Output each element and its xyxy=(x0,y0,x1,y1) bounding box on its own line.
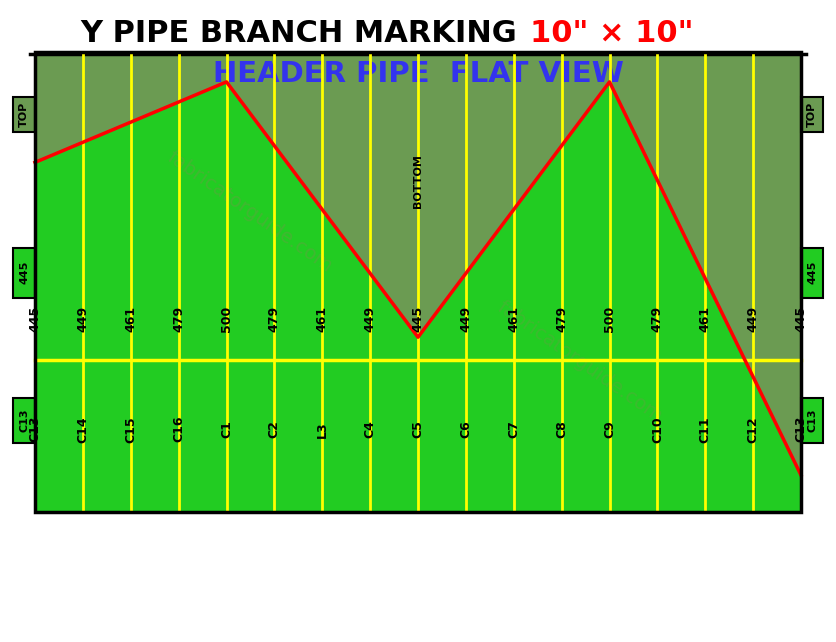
Text: 10" × 10": 10" × 10" xyxy=(530,19,694,49)
Text: C13: C13 xyxy=(807,409,817,432)
Text: 461: 461 xyxy=(507,306,520,332)
Text: 445: 445 xyxy=(807,261,817,284)
Text: 479: 479 xyxy=(651,306,664,332)
Text: TOP: TOP xyxy=(19,102,29,127)
Text: C14: C14 xyxy=(76,416,89,442)
Text: C16: C16 xyxy=(172,416,185,442)
Text: 449: 449 xyxy=(76,306,89,332)
Text: C1: C1 xyxy=(220,421,233,438)
Text: C13: C13 xyxy=(19,409,29,432)
Text: C2: C2 xyxy=(268,421,281,438)
Text: C10: C10 xyxy=(651,416,664,442)
Text: C13: C13 xyxy=(28,416,42,442)
Bar xyxy=(13,248,35,298)
Text: 500: 500 xyxy=(220,306,233,332)
Text: 449: 449 xyxy=(747,306,760,332)
Bar xyxy=(801,398,823,443)
Text: C6: C6 xyxy=(459,421,472,438)
Bar xyxy=(13,398,35,443)
Polygon shape xyxy=(35,82,801,512)
Text: TOP: TOP xyxy=(807,102,817,127)
Text: C9: C9 xyxy=(603,421,616,438)
Text: L3: L3 xyxy=(316,421,329,437)
Text: 500: 500 xyxy=(603,306,616,332)
Text: BOTTOM: BOTTOM xyxy=(413,154,423,208)
Bar xyxy=(35,52,801,512)
Text: C12: C12 xyxy=(747,416,760,442)
Text: C8: C8 xyxy=(555,421,568,438)
Text: 445: 445 xyxy=(411,306,425,332)
Text: 461: 461 xyxy=(316,306,329,332)
Text: fabricatorguide.com: fabricatorguide.com xyxy=(494,298,666,426)
Bar xyxy=(35,52,801,512)
Text: 461: 461 xyxy=(699,306,711,332)
Text: C11: C11 xyxy=(699,416,711,442)
Text: C5: C5 xyxy=(411,421,425,438)
Text: fabricatorguide.com: fabricatorguide.com xyxy=(164,148,336,276)
Text: HEADER PIPE  FLAT VIEW: HEADER PIPE FLAT VIEW xyxy=(212,60,624,88)
Text: 461: 461 xyxy=(125,306,137,332)
Text: 479: 479 xyxy=(268,306,281,332)
Text: 445: 445 xyxy=(28,306,42,332)
Text: C4: C4 xyxy=(364,421,377,438)
Text: 445: 445 xyxy=(19,261,29,284)
Text: 479: 479 xyxy=(172,306,185,332)
Bar xyxy=(801,97,823,132)
Text: 449: 449 xyxy=(459,306,472,332)
Bar xyxy=(13,97,35,132)
Bar xyxy=(801,248,823,298)
Text: 479: 479 xyxy=(555,306,568,332)
Text: Y PIPE BRANCH MARKING: Y PIPE BRANCH MARKING xyxy=(80,19,528,49)
Text: 445: 445 xyxy=(794,306,808,332)
Text: 449: 449 xyxy=(364,306,377,332)
Text: C15: C15 xyxy=(125,416,137,442)
Text: C13: C13 xyxy=(794,416,808,442)
Text: C7: C7 xyxy=(507,421,520,438)
